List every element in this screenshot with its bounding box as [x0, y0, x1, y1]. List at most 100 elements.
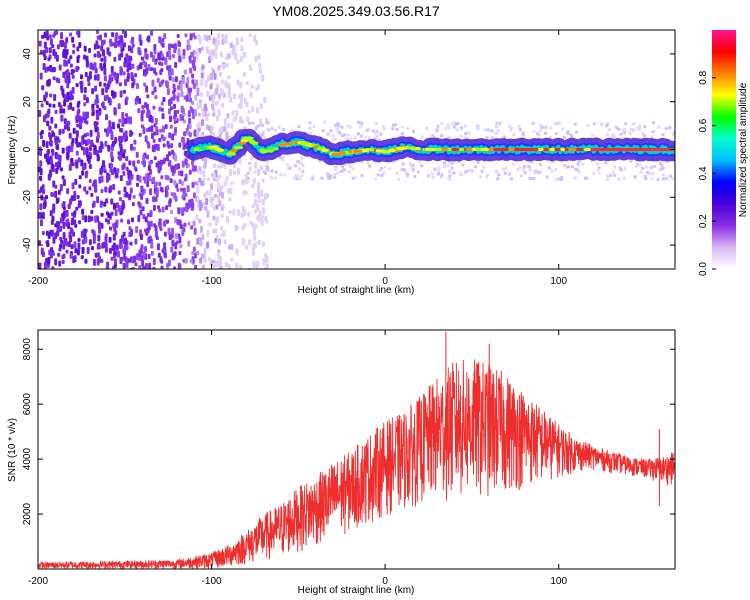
spectrogram-noise-cell [171, 133, 175, 141]
spectrogram-halo-cell [483, 128, 487, 132]
spectrogram-halo-cell [464, 131, 468, 135]
spectrogram-noise-cell [177, 262, 181, 269]
spectrogram-noise-cell [159, 159, 163, 166]
spectrogram-halo-cell [509, 126, 513, 130]
spectrogram-halo-cell [312, 124, 316, 128]
spectrogram-noise-cell [69, 227, 73, 235]
track-hotspot [481, 148, 489, 151]
spectrogram-noise-cell [125, 156, 129, 162]
spectrogram-halo-cell [553, 121, 557, 125]
spectrogram-noise-cell [218, 174, 222, 179]
spectrogram-halo-cell [554, 178, 558, 182]
spectrogram-noise-cell [265, 263, 269, 269]
spectrogram-halo-cell [664, 159, 668, 163]
spectrogram-noise-cell [110, 198, 114, 205]
spectrogram-signal-track [182, 128, 675, 166]
spectrogram-halo-cell [618, 166, 622, 170]
spectrogram-noise-cell [90, 216, 94, 222]
spectrogram-noise-cell [61, 260, 65, 265]
spectrogram-noise-cell [112, 183, 116, 190]
spectrogram-noise-cell [141, 206, 145, 212]
spectrogram-halo-cell [562, 163, 566, 167]
spectrogram-noise-cell [230, 181, 234, 186]
spectrogram-noise-cell [48, 47, 52, 54]
spectrogram-noise-cell [95, 94, 99, 100]
spectrogram-noise-cell [50, 229, 54, 237]
spectrogram-halo-cell [406, 174, 410, 178]
spectrogram-noise-cell [69, 253, 73, 259]
spectrogram-noise-cell [198, 199, 202, 207]
spectrogram-noise-cell [173, 266, 177, 269]
spectrogram-noise-cell [77, 242, 81, 250]
spectrogram-noise-cell [233, 93, 237, 100]
spectrogram-noise-cell [85, 55, 89, 62]
spectrogram-noise-cell [228, 265, 232, 269]
spectrogram-noise-cell [189, 33, 193, 41]
spectrogram-noise-cell [189, 87, 193, 93]
spectrogram-halo-cell [395, 171, 399, 175]
spectrogram-halo-cell [395, 128, 399, 132]
track-hotspot [528, 148, 535, 151]
spectrogram-halo-cell [464, 136, 468, 140]
spectrogram-noise-cell [229, 187, 233, 195]
spectrogram-noise-cell [111, 122, 115, 130]
spectrogram-noise-cell [103, 128, 107, 133]
spectrogram-noise-cell [102, 160, 106, 168]
spectrogram-noise-cell [252, 227, 256, 235]
spectrogram-halo-cell [320, 176, 324, 180]
spectrogram-noise-cell [45, 141, 49, 149]
spectrogram-noise-cell [46, 120, 50, 125]
spectrogram-noise-cell [182, 138, 186, 146]
figure-title: YM08.2025.349.03.56.R17 [272, 3, 440, 19]
spectrogram-noise-cell [118, 35, 122, 40]
spectrogram-noise-cell [84, 171, 88, 179]
spectrogram-noise-cell [39, 219, 43, 227]
track-hotspot [238, 141, 247, 145]
spectrogram-noise-cell [50, 247, 54, 253]
spectrogram-noise-cell [130, 131, 134, 136]
spectrogram-noise-cell [230, 257, 234, 262]
spectrogram-halo-cell [560, 178, 564, 182]
spectrogram-noise-cell [152, 138, 156, 143]
spectrogram-halo-cell [380, 166, 384, 170]
spectrogram-noise-cell [153, 44, 157, 52]
spectrogram-halo-cell [539, 170, 543, 174]
spectrogram-noise-cell [218, 71, 222, 77]
spectrogram-noise-cell [94, 99, 98, 106]
spectrogram-halo-cell [518, 127, 522, 131]
spectrogram-halo-cell [617, 127, 621, 131]
spectrogram-noise-cell [168, 54, 172, 61]
spectrogram-halo-cell [401, 162, 405, 166]
spectrogram-noise-cell [249, 220, 253, 225]
spectrogram-noise-cell [81, 215, 85, 221]
spectrogram-noise-cell [39, 135, 43, 140]
spectrogram-halo-cell [366, 128, 370, 132]
spectrogram-halo-cell [274, 176, 278, 180]
spectrogram-noise-cell [145, 53, 149, 60]
spectrogram-halo-cell [459, 134, 463, 138]
spectrogram-noise-cell [138, 202, 142, 209]
spectrogram-halo-cell [348, 125, 352, 129]
spectrogram-noise-cell [103, 62, 107, 69]
spectrogram-noise-cell [257, 239, 261, 244]
spectrogram-halo-cell [420, 164, 424, 168]
spectrogram-noise-cell [67, 126, 71, 132]
spectrogram-noise-cell [236, 59, 240, 65]
spectrogram-halo-cell [461, 163, 465, 167]
spectrogram-halo-cell [521, 168, 525, 172]
spectrogram-noise-cell [98, 256, 102, 264]
spectrogram-halo-cell [334, 123, 338, 127]
spectrogram-halo-cell [382, 171, 386, 175]
spectrogram-noise-cell [202, 170, 206, 178]
spectrogram-halo-cell [509, 127, 513, 131]
spectrogram-halo-cell [447, 126, 451, 130]
spectrogram-halo-cell [490, 129, 494, 133]
spectrogram-noise-cell [248, 32, 252, 37]
spectrogram-noise-cell [247, 109, 251, 114]
spectrogram-noise-cell [133, 255, 137, 263]
spectrogram-halo-cell [604, 161, 608, 165]
spectrogram-noise-cell [71, 36, 75, 43]
spectrogram-halo-cell [363, 135, 367, 139]
spectrogram-halo-cell [273, 129, 277, 133]
